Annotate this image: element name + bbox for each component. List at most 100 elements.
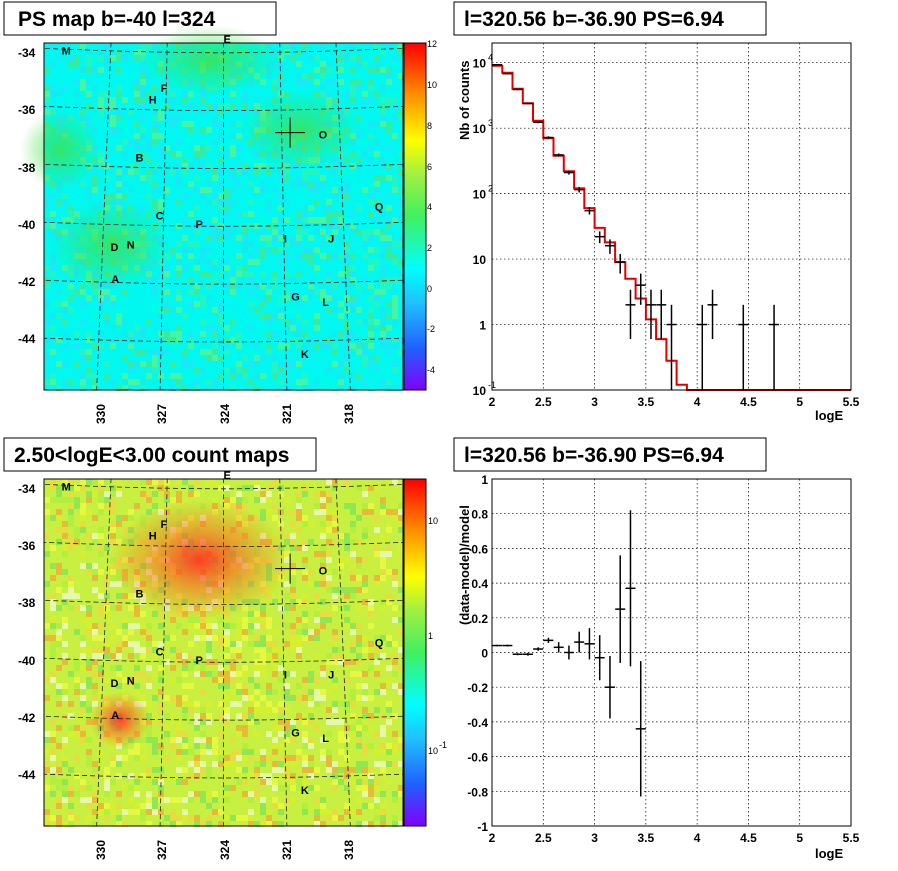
map-pixel	[332, 515, 338, 521]
count-map-x-tick: 321	[280, 840, 294, 860]
map-pixel	[152, 169, 158, 175]
map-pixel	[152, 671, 158, 677]
map-pixel	[152, 163, 158, 169]
map-pixel	[212, 271, 218, 277]
map-pixel	[332, 343, 338, 349]
map-pixel	[368, 355, 374, 361]
map-pixel	[266, 689, 272, 695]
map-pixel	[122, 97, 128, 103]
map-pixel	[62, 331, 68, 337]
map-pixel	[260, 617, 266, 623]
map-pixel	[380, 635, 386, 641]
map-pixel	[350, 659, 356, 665]
map-pixel	[224, 491, 230, 497]
map-pixel	[362, 743, 368, 749]
map-pixel	[314, 785, 320, 791]
map-pixel	[62, 283, 68, 289]
map-pixel	[338, 815, 344, 821]
map-pixel	[308, 247, 314, 253]
map-pixel	[74, 683, 80, 689]
map-pixel	[200, 635, 206, 641]
map-pixel	[332, 169, 338, 175]
map-pixel	[308, 707, 314, 713]
map-pixel	[68, 803, 74, 809]
map-pixel	[272, 271, 278, 277]
map-pixel	[278, 731, 284, 737]
map-pixel	[74, 629, 80, 635]
map-pixel	[302, 599, 308, 605]
spectrum-data-point	[584, 207, 595, 215]
map-pixel	[350, 253, 356, 259]
map-pixel	[230, 199, 236, 205]
map-pixel	[62, 797, 68, 803]
map-pixel	[338, 725, 344, 731]
map-pixel	[98, 319, 104, 325]
map-pixel	[218, 271, 224, 277]
map-pixel	[218, 821, 224, 827]
map-pixel	[344, 361, 350, 367]
map-pixel	[92, 791, 98, 797]
map-pixel	[44, 85, 50, 91]
map-pixel	[56, 743, 62, 749]
map-pixel	[110, 55, 116, 61]
residual-data-point	[594, 635, 605, 681]
map-pixel	[74, 43, 80, 49]
map-pixel	[182, 157, 188, 163]
map-pixel	[332, 361, 338, 367]
map-pixel	[272, 79, 278, 85]
map-pixel	[350, 301, 356, 307]
residual-y-tick: -0.4	[467, 716, 488, 730]
map-pixel	[62, 199, 68, 205]
map-pixel	[62, 545, 68, 551]
map-pixel	[302, 809, 308, 815]
count-map-title-box	[3, 437, 317, 472]
map-pixel	[290, 43, 296, 49]
map-pixel	[380, 253, 386, 259]
residual-data-point	[492, 644, 503, 647]
map-pixel	[332, 527, 338, 533]
map-pixel	[86, 683, 92, 689]
map-pixel	[278, 73, 284, 79]
map-pixel	[80, 641, 86, 647]
map-pixel	[272, 187, 278, 193]
map-pixel	[182, 713, 188, 719]
count-map-y-tick: -44	[18, 768, 36, 782]
map-pixel	[164, 115, 170, 121]
spectrum-x-tick: 2	[489, 395, 496, 409]
count-map-y-tick: -38	[18, 596, 36, 610]
map-pixel	[398, 199, 404, 205]
map-pixel	[254, 247, 260, 253]
map-pixel	[350, 271, 356, 277]
map-pixel	[278, 665, 284, 671]
map-pixel	[206, 719, 212, 725]
map-pixel	[224, 797, 230, 803]
map-pixel	[230, 229, 236, 235]
map-pixel	[314, 181, 320, 187]
map-pixel	[296, 187, 302, 193]
map-pixel	[248, 259, 254, 265]
map-pixel	[92, 533, 98, 539]
map-pixel	[392, 683, 398, 689]
map-pixel	[92, 479, 98, 485]
map-pixel	[344, 343, 350, 349]
map-pixel	[332, 509, 338, 515]
map-pixel	[356, 319, 362, 325]
map-pixel	[278, 821, 284, 827]
map-pixel	[194, 755, 200, 761]
residual-y-label: (data-model)/model	[457, 505, 472, 625]
map-pixel	[386, 253, 392, 259]
map-pixel	[248, 271, 254, 277]
map-pixel	[356, 151, 362, 157]
map-pixel	[122, 49, 128, 55]
map-pixel	[224, 629, 230, 635]
map-pixel	[140, 773, 146, 779]
map-pixel	[104, 611, 110, 617]
map-pixel	[146, 665, 152, 671]
map-pixel	[74, 677, 80, 683]
source-label-f: F	[161, 519, 168, 531]
map-pixel	[320, 295, 326, 301]
map-pixel	[326, 343, 332, 349]
map-pixel	[278, 193, 284, 199]
map-pixel	[260, 761, 266, 767]
map-pixel	[260, 253, 266, 259]
